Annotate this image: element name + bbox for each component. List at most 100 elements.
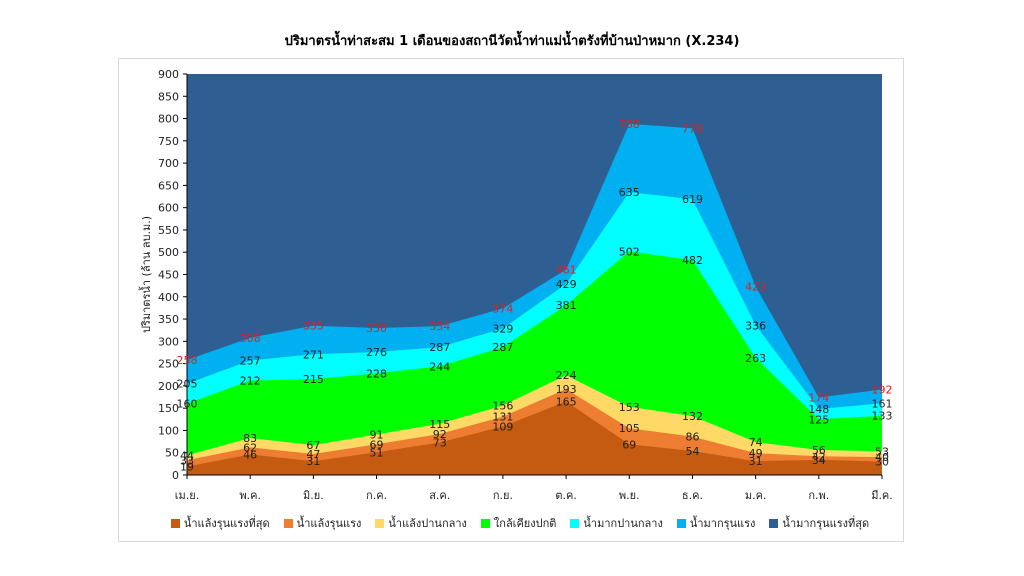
data-label: 109 — [492, 420, 513, 433]
y-tick-label: 250 — [158, 358, 179, 371]
data-label: 330 — [366, 322, 387, 335]
data-label: 381 — [556, 299, 577, 312]
legend-item: น้ำมากรุนแรงที่สุด — [769, 514, 869, 532]
data-label: 47 — [306, 448, 320, 461]
legend-swatch — [375, 518, 385, 528]
y-tick-label: 100 — [158, 424, 179, 437]
data-label: 336 — [745, 319, 766, 332]
data-label: 105 — [619, 422, 640, 435]
data-label: 329 — [492, 322, 513, 335]
y-tick-label: 150 — [158, 402, 179, 415]
legend-label: น้ำมากรุนแรง — [689, 517, 756, 530]
data-label: 40 — [875, 451, 889, 464]
data-label: 192 — [872, 383, 893, 396]
legend-label: ใกล้เคียงปกติ — [493, 517, 557, 530]
data-label: 67 — [306, 439, 320, 452]
data-label: 91 — [370, 428, 384, 441]
data-label: 44 — [180, 449, 194, 462]
x-tick-label: มิ.ย. — [303, 489, 324, 502]
data-label: 34 — [812, 454, 826, 467]
data-label: 271 — [303, 348, 324, 361]
legend-item: น้ำมากรุนแรง — [676, 514, 756, 532]
data-label: 174 — [808, 391, 829, 404]
legend-swatch — [480, 518, 490, 528]
data-label: 31 — [306, 455, 320, 468]
x-tick-label: พ.ค. — [239, 489, 261, 502]
data-label: 258 — [177, 354, 198, 367]
y-tick-label: 900 — [158, 68, 179, 81]
area-series-3 — [187, 251, 882, 475]
data-label: 778 — [682, 122, 703, 135]
y-tick-label: 0 — [172, 469, 179, 482]
data-label: 374 — [492, 302, 513, 315]
data-label: 156 — [492, 399, 513, 412]
legend-label: น้ำแล้งรุนแรง — [296, 517, 362, 530]
x-tick-label: ส.ค. — [429, 489, 450, 502]
data-label: 502 — [619, 245, 640, 258]
data-label: 193 — [556, 383, 577, 396]
data-label: 429 — [556, 278, 577, 291]
data-label: 161 — [872, 397, 893, 410]
data-label: 788 — [619, 118, 640, 131]
y-tick-label: 700 — [158, 157, 179, 170]
y-axis-title: ปริมาตรน้ำ (ล้าน ลบ.ม.) — [138, 216, 153, 333]
data-label: 54 — [685, 445, 699, 458]
data-label: 335 — [303, 320, 324, 333]
data-label: 74 — [749, 436, 763, 449]
x-tick-label: ม.ค. — [745, 489, 767, 502]
y-tick-label: 200 — [158, 380, 179, 393]
x-tick-label: ธ.ค. — [682, 489, 703, 502]
legend-swatch — [170, 518, 180, 528]
area-series-0 — [187, 401, 882, 475]
data-label: 461 — [556, 264, 577, 277]
data-label: 153 — [619, 401, 640, 414]
y-tick-label: 50 — [165, 447, 179, 460]
data-label: 244 — [429, 360, 450, 373]
legend-item: น้ำแล้งปานกลาง — [375, 514, 467, 532]
data-label: 56 — [812, 444, 826, 457]
y-tick-label: 800 — [158, 113, 179, 126]
data-label: 276 — [366, 346, 387, 359]
data-label: 482 — [682, 254, 703, 267]
y-tick-label: 500 — [158, 246, 179, 259]
data-label: 73 — [433, 436, 447, 449]
data-label: 69 — [622, 438, 636, 451]
data-label: 125 — [808, 413, 829, 426]
data-label: 86 — [685, 431, 699, 444]
data-label: 257 — [240, 354, 261, 367]
data-label: 635 — [619, 186, 640, 199]
data-label: 62 — [243, 441, 257, 454]
legend-swatch — [769, 518, 779, 528]
chart-title: ปริมาตรน้ำท่าสะสม 1 เดือนของสถานีวัดน้ำท… — [284, 34, 740, 49]
x-tick-label: ต.ค. — [555, 489, 577, 502]
legend-item: ใกล้เคียงปกติ — [480, 514, 557, 532]
x-tick-label: พ.ย. — [619, 489, 640, 502]
legend-item: น้ำแล้งรุนแรง — [283, 514, 362, 532]
y-tick-label: 600 — [158, 202, 179, 215]
y-tick-label: 300 — [158, 335, 179, 348]
data-label: 287 — [492, 341, 513, 354]
data-label: 334 — [429, 320, 450, 333]
x-tick-label: ก.ย. — [493, 489, 513, 502]
y-tick-label: 350 — [158, 313, 179, 326]
data-label: 423 — [745, 281, 766, 294]
data-label: 46 — [243, 449, 257, 462]
x-tick-label: ก.ค. — [366, 489, 387, 502]
data-label: 115 — [429, 418, 450, 431]
data-label: 30 — [875, 456, 889, 469]
legend-item: น้ำแล้งรุนแรงที่สุด — [170, 514, 270, 532]
legend-swatch — [676, 518, 686, 528]
legend-label: น้ำแล้งรุนแรงที่สุด — [183, 517, 270, 530]
legend-swatch — [283, 518, 293, 528]
data-label: 92 — [433, 428, 447, 441]
data-label: 31 — [749, 455, 763, 468]
data-label: 69 — [370, 438, 384, 451]
data-label: 165 — [556, 395, 577, 408]
legend-label: น้ำมากรุนแรงที่สุด — [782, 517, 870, 530]
x-tick-label: มี.ค. — [871, 489, 893, 502]
data-label: 148 — [808, 403, 829, 416]
legend: น้ำแล้งรุนแรงที่สุด น้ำแล้งรุนแรง น้ำแล้งป… — [160, 514, 880, 532]
data-label: 83 — [243, 432, 257, 445]
chart-frame — [118, 58, 904, 542]
